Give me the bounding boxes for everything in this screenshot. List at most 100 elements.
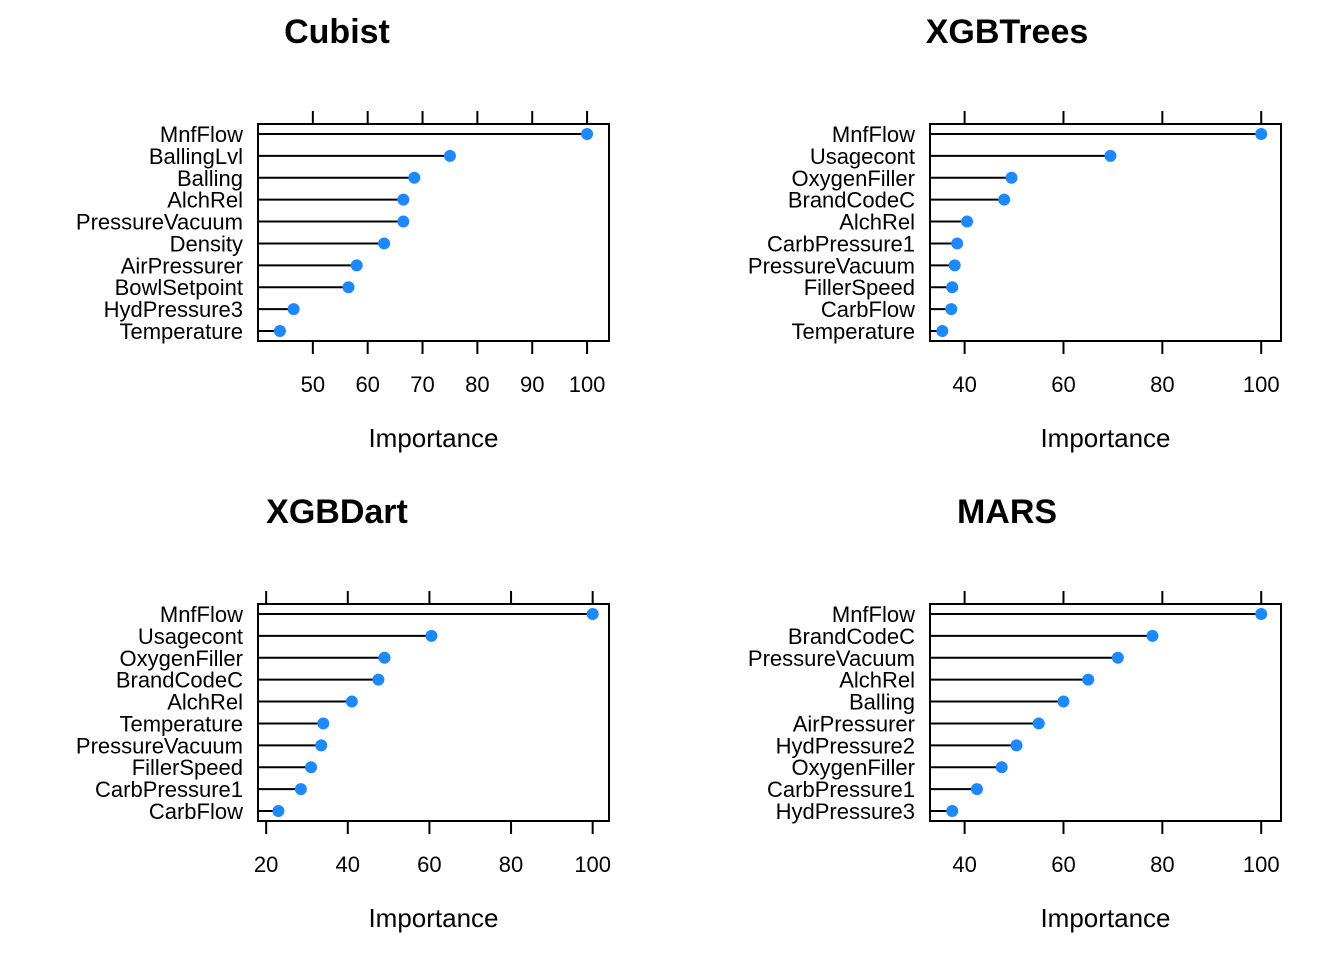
x-tick-label: 40 <box>336 852 360 877</box>
importance-point <box>995 761 1008 774</box>
variable-label: Temperature <box>119 711 243 736</box>
variable-label: BrandCodeC <box>788 624 915 649</box>
variable-label: HydPressure2 <box>776 733 915 758</box>
x-axis-title: Importance <box>1040 423 1170 453</box>
plot-frame <box>257 603 610 822</box>
variable-label: HydPressure3 <box>104 297 243 322</box>
importance-point <box>948 259 961 272</box>
importance-point <box>1032 717 1045 730</box>
importance-point <box>350 259 363 272</box>
x-tick-label: 60 <box>355 372 379 397</box>
variable-label: OxygenFiller <box>120 646 243 671</box>
x-tick-label: 70 <box>410 372 434 397</box>
variable-label: OxygenFiller <box>792 166 915 191</box>
variable-label: FillerSpeed <box>132 755 243 780</box>
importance-point <box>317 717 330 730</box>
variable-label: BallingLvl <box>149 144 243 169</box>
importance-point <box>294 783 307 796</box>
chart-panel-3: MARS 40 60 80 100 MnfFlowBrandCodeCPressureVa… <box>748 493 1282 933</box>
x-tick-label: 60 <box>417 852 441 877</box>
variable-label: MnfFlow <box>832 602 915 627</box>
importance-point <box>946 805 959 817</box>
importance-point <box>305 761 318 774</box>
importance-point <box>1010 739 1023 752</box>
variable-label: CarbPressure1 <box>767 231 915 256</box>
chart-panel-2: XGBDart 20 40 60 80 100 MnfFlowUsagecontOxygen… <box>76 493 611 933</box>
variable-label: AlchRel <box>167 690 243 715</box>
chart-panel-1: XGBTrees 40 60 80 100 MnfFlowUsagecontOxygenF… <box>748 13 1282 453</box>
variable-label: MnfFlow <box>160 602 243 627</box>
importance-point <box>970 783 983 796</box>
x-tick-label: 100 <box>1243 372 1280 397</box>
chart-title: XGBDart <box>266 493 408 531</box>
x-tick-label: 60 <box>1051 372 1075 397</box>
variable-label: PressureVacuum <box>76 210 243 235</box>
importance-point <box>397 215 410 228</box>
variable-label: Usagecont <box>138 624 243 649</box>
variable-label: PressureVacuum <box>748 253 915 278</box>
importance-point <box>1104 149 1117 162</box>
chart-title: XGBTrees <box>926 13 1089 51</box>
importance-point <box>287 303 300 316</box>
plot-frame <box>929 123 1282 342</box>
x-tick-label: 100 <box>1243 852 1280 877</box>
variable-label: AlchRel <box>167 188 243 213</box>
variable-label: HydPressure3 <box>776 799 915 824</box>
importance-point <box>581 128 594 140</box>
variable-label: MnfFlow <box>160 122 243 147</box>
x-tick-label: 40 <box>952 372 976 397</box>
variable-label: BrandCodeC <box>788 188 915 213</box>
importance-point <box>425 629 438 642</box>
x-tick-label: 80 <box>1150 852 1174 877</box>
x-axis-title: Importance <box>368 903 498 933</box>
importance-point <box>1057 695 1070 708</box>
importance-point <box>1111 651 1124 664</box>
importance-point <box>1255 128 1268 140</box>
importance-point <box>273 325 286 337</box>
importance-point <box>378 237 391 250</box>
variable-label: PressureVacuum <box>76 733 243 758</box>
importance-point <box>342 281 355 294</box>
importance-point <box>443 149 456 162</box>
variable-label: CarbFlow <box>821 297 915 322</box>
importance-point <box>1255 608 1268 620</box>
x-tick-label: 90 <box>520 372 544 397</box>
importance-point <box>945 303 958 316</box>
importance-point <box>586 608 599 620</box>
x-tick-label: 50 <box>301 372 325 397</box>
variable-label: Temperature <box>791 319 915 344</box>
importance-point <box>397 193 410 206</box>
variable-label: BrandCodeC <box>116 668 243 693</box>
variable-label: Balling <box>849 690 915 715</box>
importance-point <box>961 215 974 228</box>
variable-label: FillerSpeed <box>804 275 915 300</box>
x-axis-title: Importance <box>1040 903 1170 933</box>
chart-title: Cubist <box>284 13 390 51</box>
chart-title: MARS <box>957 493 1057 531</box>
variable-label: AirPressurer <box>121 253 243 278</box>
variable-label: PressureVacuum <box>748 646 915 671</box>
variable-label: AirPressurer <box>793 711 915 736</box>
importance-point <box>936 325 949 337</box>
x-tick-label: 80 <box>499 852 523 877</box>
importance-point <box>946 281 959 294</box>
importance-point <box>1082 673 1095 686</box>
importance-point <box>1005 171 1018 184</box>
importance-point <box>1146 629 1159 642</box>
importance-point <box>372 673 385 686</box>
x-tick-label: 80 <box>465 372 489 397</box>
variable-label: OxygenFiller <box>792 755 915 780</box>
x-tick-label: 20 <box>254 852 278 877</box>
importance-point <box>998 193 1011 206</box>
importance-point <box>951 237 964 250</box>
variable-label: MnfFlow <box>832 122 915 147</box>
variable-label: CarbFlow <box>149 799 243 824</box>
x-tick-label: 80 <box>1150 372 1174 397</box>
plot-frame <box>929 603 1282 822</box>
x-tick-label: 40 <box>952 852 976 877</box>
importance-point <box>378 651 391 664</box>
plot-frame <box>257 123 610 342</box>
variable-label: CarbPressure1 <box>767 777 915 802</box>
x-axis-title: Importance <box>368 423 498 453</box>
